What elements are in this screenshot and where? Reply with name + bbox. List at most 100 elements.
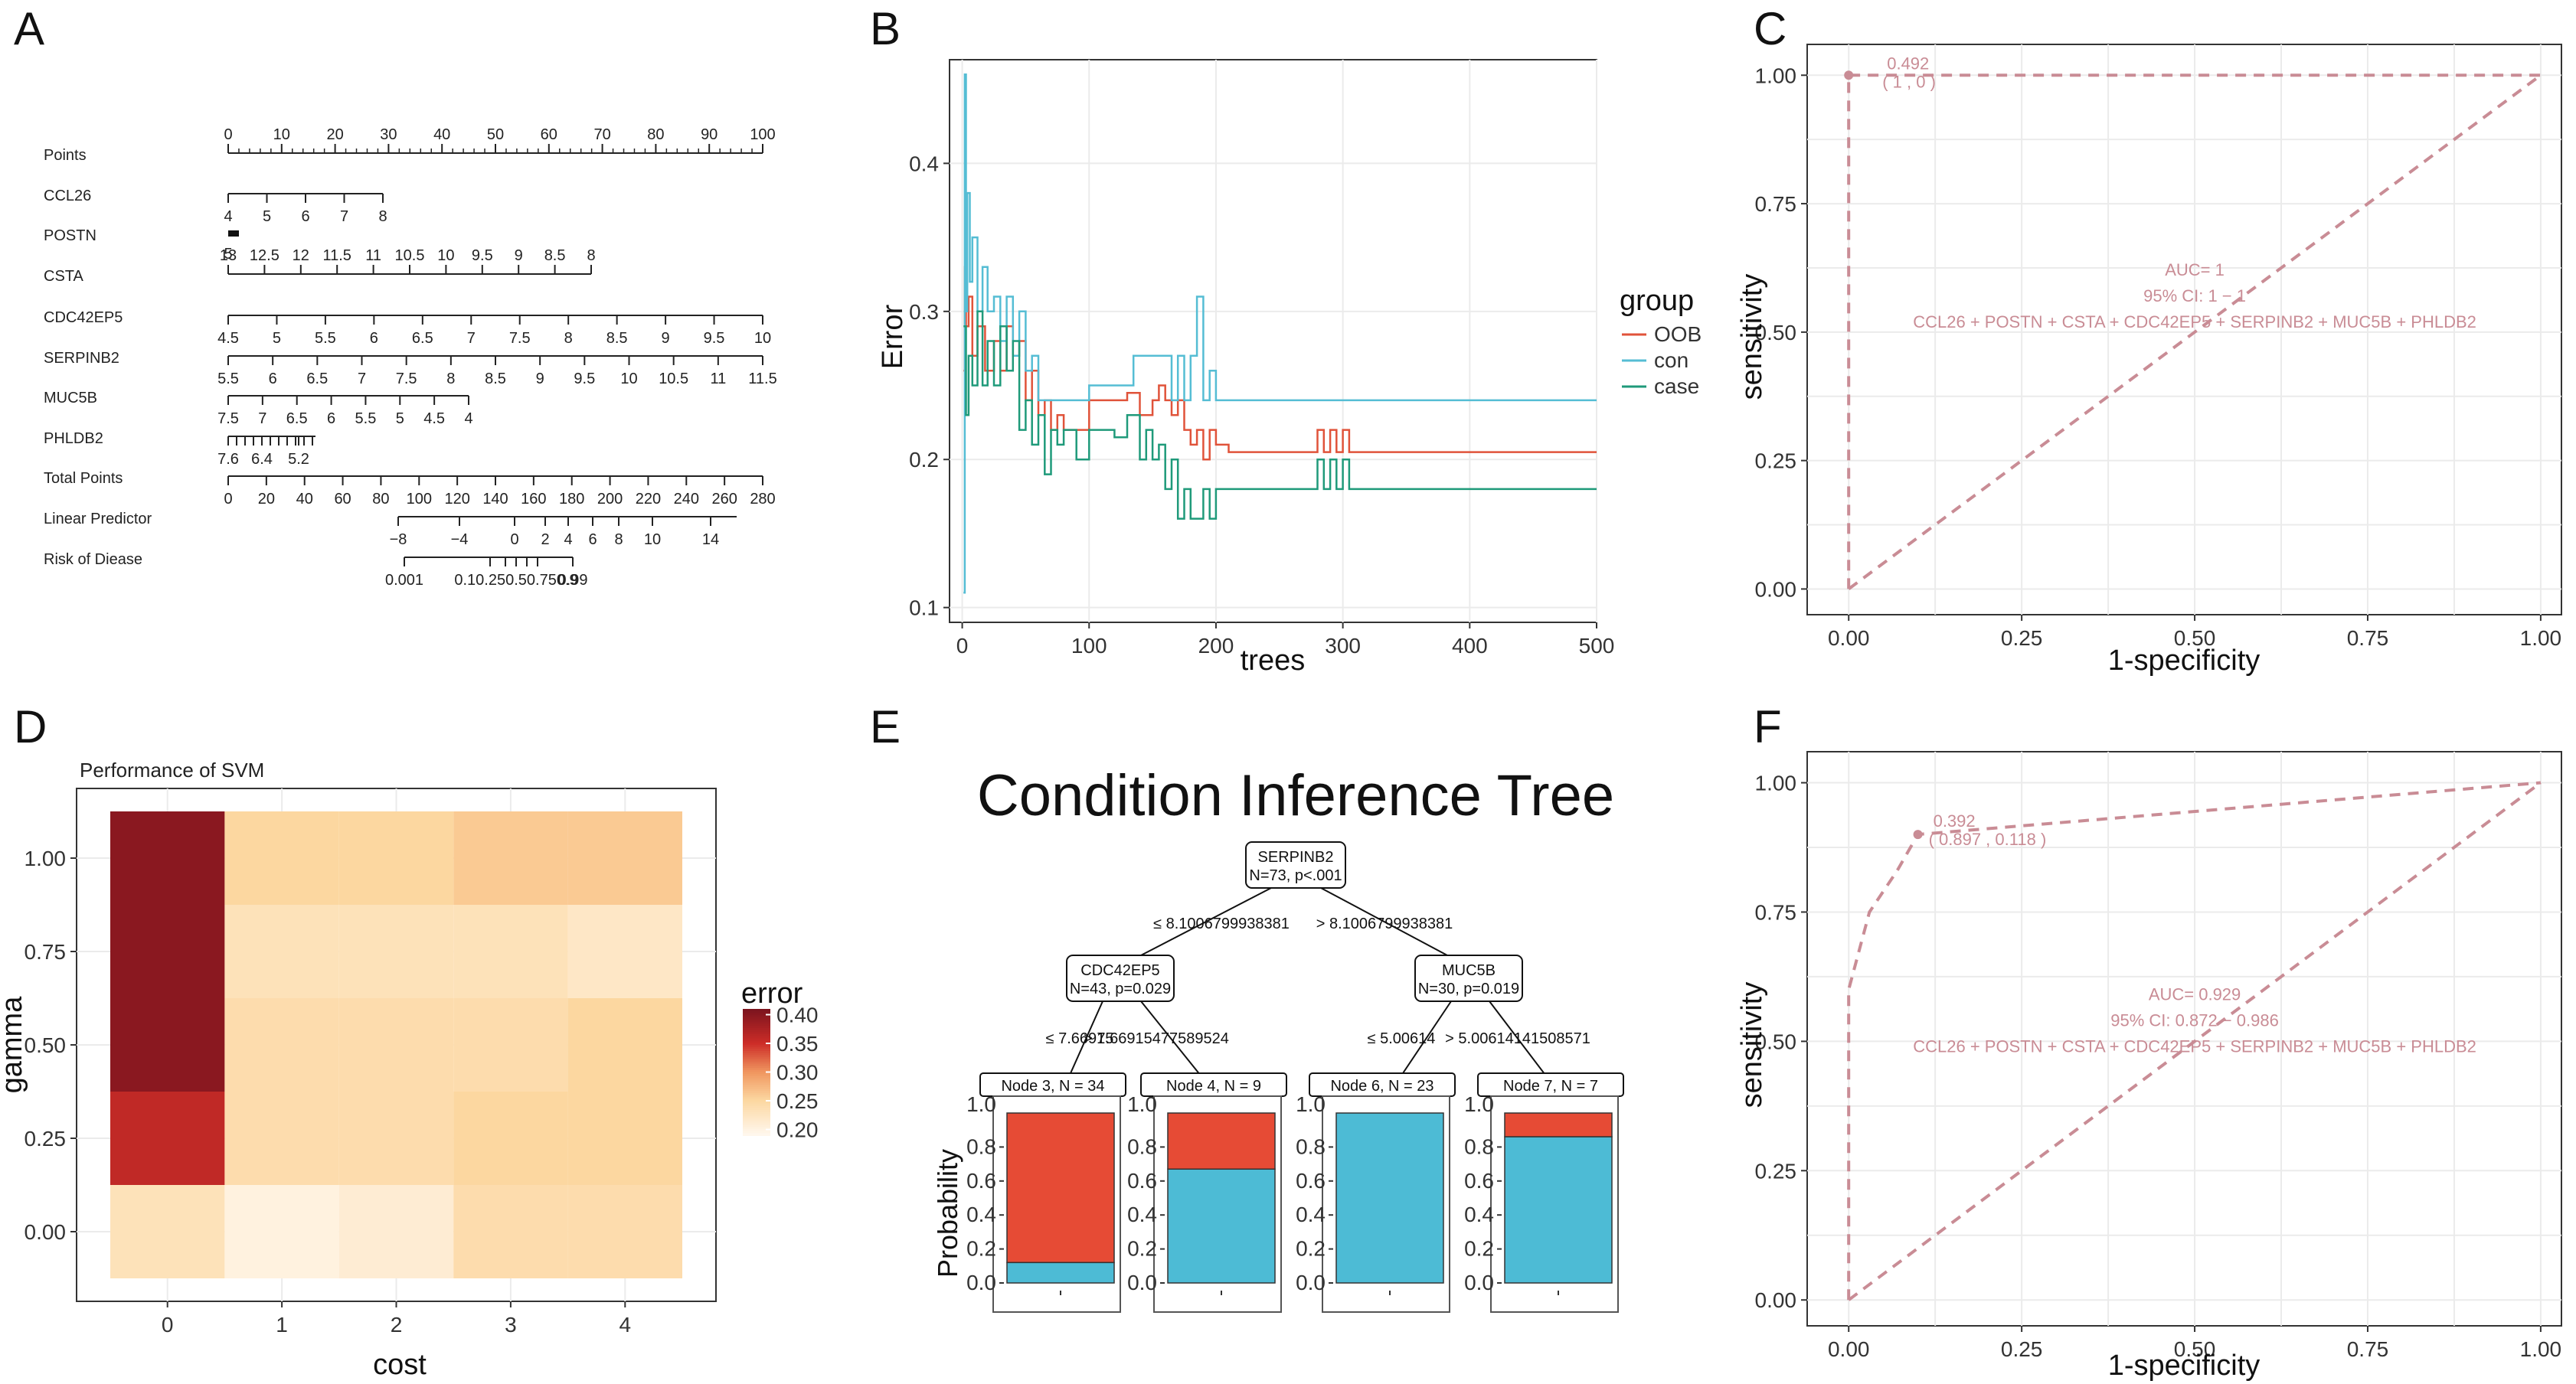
legend-gradient-step: [743, 1063, 770, 1067]
nomogram-tick-label: 9.5: [472, 247, 493, 264]
legend-gradient-step: [743, 1089, 770, 1092]
legend-gradient-step: [743, 1019, 770, 1023]
svm-y-axis-title: gamma: [0, 996, 28, 1094]
nomogram-tick-label: 8: [614, 531, 623, 548]
nomogram-tick-label: 5: [224, 246, 232, 263]
nomogram-tick-label: 6.5: [412, 330, 433, 347]
nomogram-tick-label: 6: [327, 410, 335, 427]
svm-legend-tick-label: 0.30: [776, 1061, 819, 1085]
nomogram-tick-label: 120: [444, 491, 469, 508]
legend-gradient-step: [743, 1095, 770, 1098]
tree-y-axis-title: Probability: [932, 1149, 963, 1278]
roc-x-tick-label: 0.00: [1828, 626, 1870, 650]
legend-gradient-step: [743, 1021, 770, 1025]
nomogram-tick-label: 10.5: [395, 247, 425, 264]
legend-gradient-step: [743, 1118, 770, 1121]
svm-legend-tick-label: 0.20: [776, 1118, 819, 1142]
roc-x-tick-label: 0.75: [2347, 1337, 2389, 1361]
nomogram-row-label: Points: [44, 147, 87, 164]
roc-threshold-coords: ( 1 , 0 ): [1882, 72, 1936, 91]
legend-gradient-step: [743, 1010, 770, 1014]
legend-gradient-step: [743, 1038, 770, 1042]
svm-legend-tick-label: 0.25: [776, 1089, 819, 1113]
nomogram-tick-label: 7: [358, 370, 366, 387]
tree-leaf-y-tick-label: 0.6: [1296, 1169, 1326, 1193]
legend-gradient-step: [743, 1009, 770, 1012]
legend-gradient-step: [743, 1131, 770, 1134]
heatmap-cell: [567, 998, 682, 1092]
legend-gradient-step: [743, 1114, 770, 1118]
tree-node-left: [1066, 955, 1175, 1002]
roc-auc-text: 95% CI: 1 − 1: [2143, 286, 2246, 305]
nomogram-tick-label: 5.5: [315, 330, 336, 347]
legend-gradient-step: [743, 1133, 770, 1136]
legend-gradient-step: [743, 1110, 770, 1113]
nomogram-tick-label: 5.5: [217, 370, 239, 387]
nomogram-tick-label: 10.5: [659, 370, 688, 387]
legend-gradient-step: [743, 1093, 770, 1096]
roc-y-tick-label: 1.00: [1755, 772, 1797, 795]
rf-legend-title: group: [1620, 285, 1694, 317]
nomogram-tick-label: 9: [536, 370, 544, 387]
heatmap-cell: [453, 1185, 568, 1278]
svm-x-tick-label: 3: [505, 1313, 517, 1337]
tree-leaf-y-tick-label: 0.8: [966, 1134, 996, 1158]
legend-gradient-step: [743, 1030, 770, 1033]
svm-heatmap-title: Performance of SVM: [80, 759, 264, 782]
roc-c-y-axis-title: sensitivity: [1736, 274, 1768, 400]
roc-y-tick-label: 1.00: [1755, 64, 1797, 87]
nomogram-row-label: POSTN: [44, 227, 96, 244]
legend-gradient-step: [743, 1066, 770, 1069]
tree-split-label: > 7.66915477589524: [1084, 1030, 1229, 1047]
heatmap-cell: [110, 1185, 225, 1278]
nomogram-tick-label: 0: [224, 491, 232, 508]
rf-y-tick-label: 0.2: [909, 448, 939, 472]
nomogram-tick-label: 7.5: [396, 370, 417, 387]
roc-f-y-axis-title: sensitivity: [1736, 982, 1768, 1108]
tree-leaf-bar-con: [1167, 1168, 1276, 1284]
rf-y-tick-label: 0.3: [909, 300, 939, 324]
rf-legend-label: con: [1654, 348, 1688, 372]
nomogram-tick-label: 0.001: [385, 572, 423, 589]
nomogram-tick-label: 40: [433, 126, 450, 143]
nomogram-tick-label: 100: [407, 491, 432, 508]
heatmap-cell: [453, 811, 568, 905]
legend-gradient-step: [743, 1057, 770, 1060]
panel-label-e: E: [870, 701, 901, 752]
legend-gradient-step: [743, 1091, 770, 1094]
legend-gradient-step: [743, 1103, 770, 1107]
tree-node-root: [1245, 841, 1346, 889]
legend-gradient-step: [743, 1061, 770, 1065]
nomogram-tick-label: 7.5: [509, 330, 531, 347]
nomogram-tick-label: 0: [510, 531, 518, 548]
legend-gradient-step: [743, 1013, 770, 1017]
rf-series-line-con: [963, 73, 1597, 594]
nomogram-row-label: CCL26: [44, 188, 91, 204]
nomogram-tick-label: 40: [296, 491, 313, 508]
legend-gradient-step: [743, 1023, 770, 1027]
legend-gradient-step: [743, 1074, 770, 1077]
tree-split-label: > 8.1006799938381: [1316, 916, 1453, 932]
tree-leaf-y-tick-label: 0.6: [966, 1169, 996, 1193]
nomogram-tick-label: 9: [515, 247, 523, 264]
roc-y-tick-label: 0.75: [1755, 900, 1797, 924]
nomogram-row-label: Linear Predictor: [44, 511, 152, 527]
roc-auc-text: CCL26 + POSTN + CSTA + CDC42EP5 + SERPIN…: [1913, 1036, 2476, 1056]
nomogram-tick-label: 6.5: [306, 370, 328, 387]
nomogram-tick-label: 10: [754, 330, 771, 347]
nomogram-tick-label: −4: [451, 531, 469, 548]
svm-x-tick-label: 4: [619, 1313, 632, 1337]
tree-leaf-bar-case: [1167, 1112, 1276, 1170]
tree-leaf-bar-case: [1006, 1112, 1115, 1264]
tree-leaf-y-tick-label: 1.0: [1464, 1092, 1494, 1116]
legend-gradient-step: [743, 1044, 770, 1048]
rf-error-chart: 0 100 200 300 400 500 0.1 0.2 0.3 0.4 trees Error…: [877, 59, 1702, 677]
heatmap-cell: [338, 1092, 454, 1185]
roc-x-tick-label: 0.75: [2347, 626, 2389, 650]
heatmap-cell: [224, 811, 339, 905]
nomogram-tick-label: 20: [326, 126, 343, 143]
legend-gradient-step: [743, 1068, 770, 1071]
nomogram-tick-label: 6: [269, 370, 277, 387]
legend-gradient-step: [743, 1051, 770, 1054]
heatmap-cell: [110, 1092, 225, 1185]
